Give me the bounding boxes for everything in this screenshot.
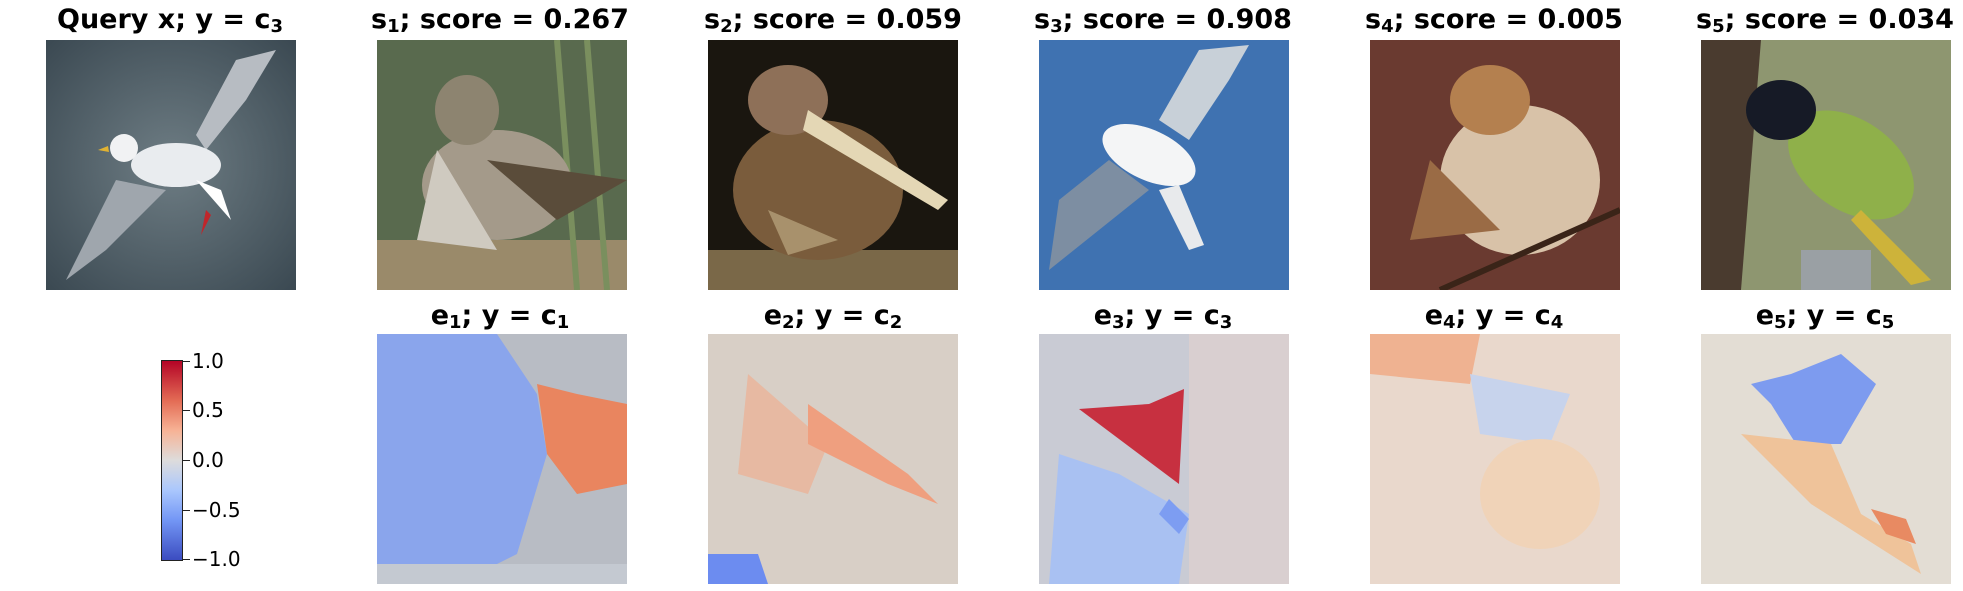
support-title-1: s1; score = 0.267 bbox=[371, 4, 629, 38]
explanation-map-2 bbox=[708, 334, 958, 584]
support-image-2-pelican bbox=[708, 40, 958, 290]
query-image-gull bbox=[46, 40, 296, 290]
colorbar-label-m05: −0.5 bbox=[192, 498, 241, 522]
colorbar-label-0: 0.0 bbox=[192, 448, 224, 472]
support-title-4: s4; score = 0.005 bbox=[1365, 4, 1623, 38]
colorbar-tick-1 bbox=[182, 361, 190, 362]
support-title-5: s5; score = 0.034 bbox=[1696, 4, 1954, 38]
support-image-1-sparrow bbox=[377, 40, 627, 290]
support-image-3-gull bbox=[1039, 40, 1289, 290]
explanation-title-5: e5; y = c5 bbox=[1755, 300, 1895, 334]
colorbar-tick-m05 bbox=[182, 510, 190, 511]
explanation-title-1: e1; y = c1 bbox=[430, 300, 570, 334]
explanation-title-3: e3; y = c3 bbox=[1093, 300, 1233, 334]
colorbar bbox=[161, 360, 183, 561]
colorbar-tick-0 bbox=[182, 460, 190, 461]
support-image-5-jay bbox=[1701, 40, 1951, 290]
explanation-map-5 bbox=[1701, 334, 1951, 584]
support-title-2: s2; score = 0.059 bbox=[704, 4, 962, 38]
explanation-title-2: e2; y = c2 bbox=[763, 300, 903, 334]
colorbar-label-m1: −1.0 bbox=[192, 547, 241, 571]
colorbar-tick-m1 bbox=[182, 559, 190, 560]
colorbar-tick-05 bbox=[182, 410, 190, 411]
support-image-4-sparrow bbox=[1370, 40, 1620, 290]
query-title: Query x; y = c3 bbox=[57, 4, 283, 38]
explanation-map-4 bbox=[1370, 334, 1620, 584]
explanation-map-3 bbox=[1039, 334, 1289, 584]
explanation-map-1 bbox=[377, 334, 627, 584]
support-title-3: s3; score = 0.908 bbox=[1034, 4, 1292, 38]
colorbar-label-05: 0.5 bbox=[192, 398, 224, 422]
explanation-title-4: e4; y = c4 bbox=[1424, 300, 1564, 334]
colorbar-label-1: 1.0 bbox=[192, 349, 224, 373]
